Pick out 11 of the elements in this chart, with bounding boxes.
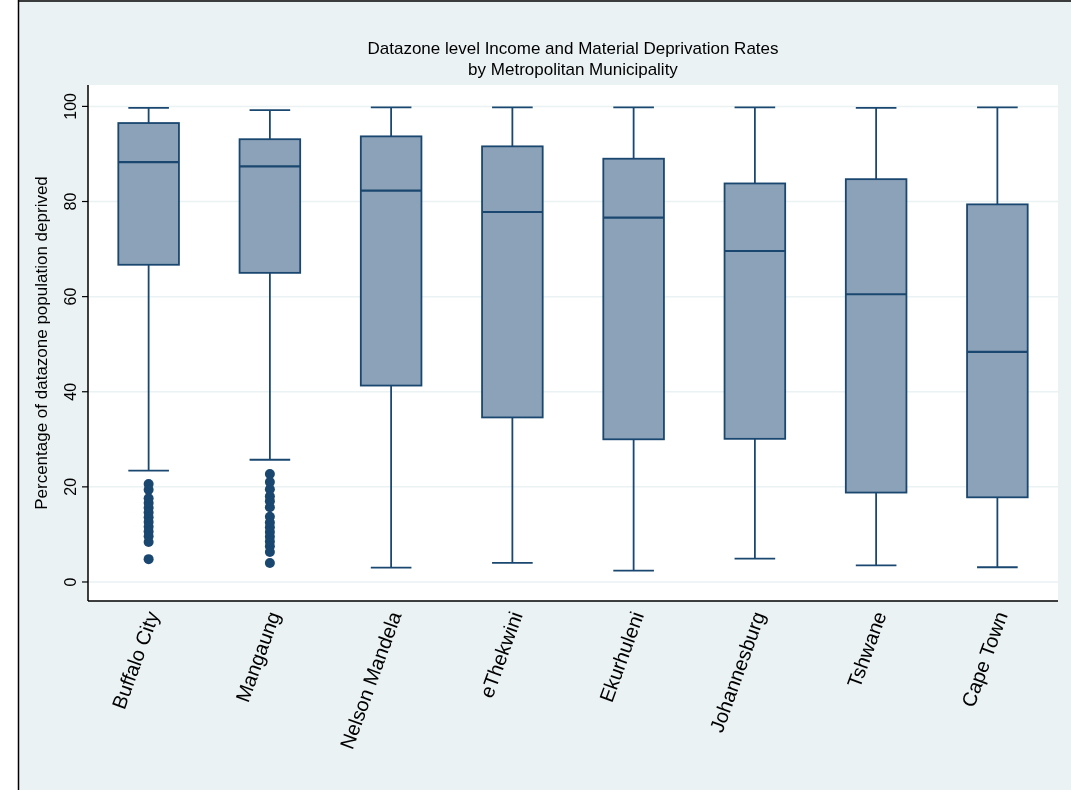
y-axis-title: Percentage of datazone population deprived <box>32 176 51 510</box>
y-tick-label: 80 <box>62 192 79 211</box>
y-tick-label: 0 <box>62 577 79 587</box>
y-tick-label: 20 <box>62 477 79 496</box>
y-tick-label: 60 <box>62 287 79 306</box>
chart-title: Datazone level Income and Material Deprivation Rates <box>367 39 779 58</box>
x-tick-label: Buffalo City <box>107 608 164 712</box>
y-tick-label: 40 <box>62 382 79 401</box>
x-tick-label: Cape Town <box>957 608 1013 710</box>
chart-subtitle: by Metropolitan Municipality <box>468 60 679 79</box>
y-tick-label: 100 <box>62 92 79 120</box>
